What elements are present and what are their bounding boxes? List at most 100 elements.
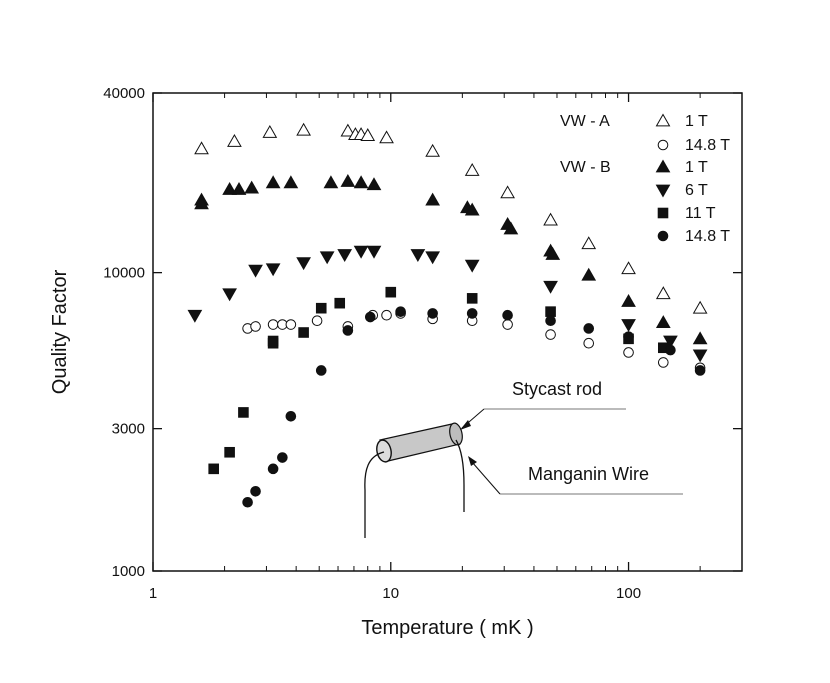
data-point [364, 311, 376, 323]
manganin-wire-label: Manganin Wire [528, 464, 649, 484]
plot-marks [187, 122, 708, 508]
legend-marker [657, 207, 669, 219]
data-point [187, 309, 203, 323]
data-point [231, 181, 247, 195]
data-point [692, 300, 708, 314]
legend-entry-label: 1 T [685, 159, 708, 176]
data-point [655, 286, 671, 300]
data-point [545, 306, 556, 317]
manganin-wire-drawing [364, 439, 465, 538]
data-point [265, 175, 281, 189]
data-point [296, 122, 311, 136]
series-1 [242, 308, 706, 374]
data-point [466, 308, 478, 319]
data-point [265, 263, 281, 277]
data-point [366, 245, 382, 259]
data-point [385, 286, 397, 298]
series-0 [194, 122, 708, 314]
data-point [250, 321, 261, 332]
data-point [242, 496, 253, 508]
data-point [222, 288, 237, 302]
data-point [663, 335, 678, 349]
legend-entry-label: 14.8 T [685, 228, 730, 245]
data-point [296, 257, 311, 271]
x-tick-label: 1 [149, 585, 157, 602]
data-point [298, 327, 309, 338]
data-point [655, 315, 671, 328]
data-point [285, 319, 297, 330]
legend-marker [655, 113, 671, 127]
legend-marker [655, 184, 671, 198]
data-point [267, 337, 279, 349]
data-point [425, 143, 441, 157]
data-point [353, 245, 369, 259]
series-2 [194, 174, 708, 345]
legend-marker [657, 230, 669, 242]
data-point [248, 264, 263, 278]
data-point [360, 128, 376, 141]
data-point [581, 267, 597, 281]
legend-group-label: VW - A [560, 113, 610, 130]
data-point [466, 293, 478, 304]
data-point [502, 319, 513, 330]
data-point [337, 249, 353, 263]
data-point [267, 319, 279, 330]
series-3 [187, 245, 708, 363]
y-tick-label: 40000 [103, 85, 145, 102]
data-point [692, 331, 708, 345]
legend-entry-label: 6 T [685, 182, 708, 199]
legend-entry-label: 11 T [685, 205, 716, 222]
data-point [427, 308, 438, 319]
data-point [379, 130, 394, 144]
data-point [657, 357, 669, 368]
data-point [464, 162, 480, 176]
data-point [545, 329, 556, 340]
data-point [222, 181, 237, 195]
data-point [267, 463, 279, 475]
wire-pointer [468, 456, 683, 495]
series-5 [242, 306, 706, 508]
data-point [621, 261, 636, 275]
data-point [425, 251, 441, 265]
data-point [334, 297, 346, 309]
data-point [425, 192, 441, 206]
legend-entry-label: 14.8 T [685, 137, 730, 154]
data-point [464, 259, 480, 273]
stycast-rod-label: Stycast rod [512, 379, 602, 399]
data-point [342, 325, 354, 336]
x-axis-title: Temperature ( mK ) [361, 617, 533, 639]
data-point [194, 196, 209, 210]
data-point [244, 180, 260, 194]
data-point [381, 309, 392, 321]
data-point [285, 410, 297, 422]
data-point [340, 123, 356, 137]
data-point [410, 249, 426, 263]
data-point [315, 365, 327, 376]
data-point [340, 174, 356, 187]
data-point [581, 236, 597, 250]
data-point [395, 306, 406, 317]
data-point [583, 337, 595, 349]
data-point [543, 280, 558, 294]
data-point [545, 315, 556, 327]
stycast-rod-drawing [376, 422, 463, 463]
legend: VW - A 1 T 14.8 T VW - B 1 T 6 T 11 T 14.8 T [560, 113, 730, 245]
plot-frame [152, 92, 743, 572]
y-tick-label: 1000 [112, 563, 145, 580]
data-point [500, 185, 515, 199]
legend-entry-label: 1 T [685, 113, 708, 130]
axes: 1 10 100 1000 3000 10000 40000 [103, 85, 742, 602]
data-point [208, 463, 219, 475]
data-point [250, 485, 261, 497]
y-tick-label: 10000 [103, 265, 145, 282]
data-point [621, 319, 636, 333]
data-point [353, 175, 369, 189]
data-point [319, 251, 335, 265]
legend-group-label: VW - B [560, 159, 611, 176]
rod-pointer [460, 408, 626, 430]
data-point [583, 323, 595, 334]
data-point [503, 221, 519, 235]
data-point [262, 124, 278, 138]
